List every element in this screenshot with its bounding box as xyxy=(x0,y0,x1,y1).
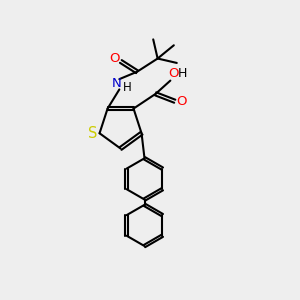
Text: H: H xyxy=(178,67,188,80)
Text: O: O xyxy=(109,52,120,65)
Text: N: N xyxy=(112,77,121,90)
Text: S: S xyxy=(88,126,98,141)
Text: O: O xyxy=(176,95,187,108)
Text: O: O xyxy=(169,67,179,80)
Text: H: H xyxy=(123,81,132,94)
